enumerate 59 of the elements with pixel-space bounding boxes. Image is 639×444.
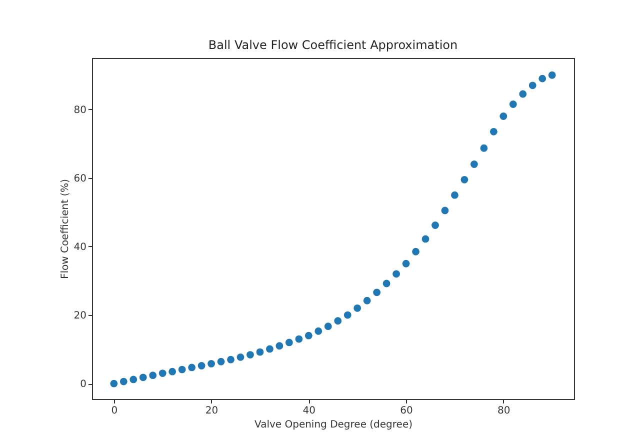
point bbox=[373, 288, 381, 296]
y-axis-title: Flow Coefficient (%) bbox=[60, 178, 71, 280]
point bbox=[256, 348, 264, 356]
point bbox=[509, 100, 517, 108]
point bbox=[432, 222, 439, 229]
point bbox=[314, 327, 322, 335]
point bbox=[528, 82, 536, 90]
point bbox=[139, 374, 147, 382]
point bbox=[110, 380, 118, 388]
y-tick-label: 60 bbox=[74, 173, 86, 184]
point bbox=[392, 270, 400, 278]
point bbox=[168, 368, 176, 376]
y-tick-label: 0 bbox=[80, 379, 86, 390]
point bbox=[334, 317, 342, 325]
x-tick-label: 40 bbox=[302, 406, 316, 416]
point bbox=[149, 372, 157, 380]
point bbox=[130, 376, 138, 384]
point bbox=[266, 345, 274, 353]
point bbox=[480, 144, 488, 152]
point bbox=[276, 342, 284, 350]
y-tick-label: 80 bbox=[74, 104, 86, 116]
point bbox=[208, 360, 215, 368]
x-tick-label: 80 bbox=[498, 406, 510, 416]
point bbox=[500, 112, 508, 120]
chart-title: Ball Valve Flow Coefficient Approximation bbox=[208, 38, 458, 52]
x-axis-title: Valve Opening Degree (degree) bbox=[254, 420, 413, 430]
point bbox=[402, 260, 410, 268]
point bbox=[470, 160, 478, 168]
point bbox=[460, 176, 468, 184]
x-tick-label: 0 bbox=[111, 406, 118, 416]
point bbox=[538, 74, 546, 82]
point bbox=[227, 356, 234, 364]
point bbox=[304, 332, 312, 340]
point bbox=[217, 358, 225, 366]
point bbox=[441, 206, 449, 214]
point bbox=[198, 362, 206, 370]
point bbox=[382, 280, 390, 288]
point bbox=[236, 353, 244, 361]
point bbox=[188, 364, 196, 372]
point bbox=[422, 235, 430, 243]
point bbox=[519, 90, 527, 98]
point bbox=[246, 351, 254, 358]
point bbox=[158, 370, 166, 377]
point bbox=[120, 378, 128, 386]
y-tick-label: 20 bbox=[74, 310, 86, 322]
point bbox=[490, 128, 498, 136]
point bbox=[548, 71, 556, 79]
point bbox=[451, 191, 458, 199]
x-tick-label: 60 bbox=[400, 406, 413, 416]
point bbox=[324, 322, 332, 330]
point bbox=[412, 248, 420, 256]
point bbox=[344, 311, 352, 319]
point bbox=[178, 366, 186, 374]
point bbox=[363, 296, 371, 304]
point bbox=[285, 338, 293, 346]
point bbox=[295, 335, 303, 343]
point bbox=[354, 304, 362, 312]
x-tick-label: 20 bbox=[205, 406, 218, 416]
y-tick-label: 40 bbox=[74, 242, 86, 253]
